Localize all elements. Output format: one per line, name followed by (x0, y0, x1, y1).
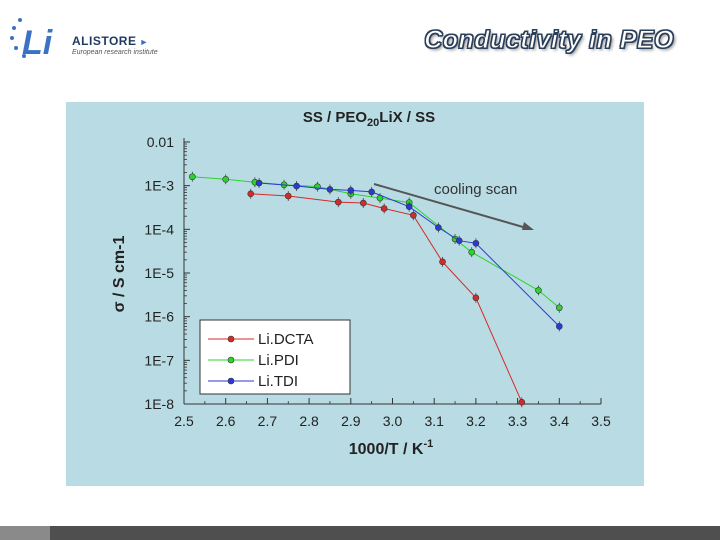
x-tick-label: 2.6 (216, 413, 236, 429)
data-point (535, 287, 542, 294)
data-point (293, 182, 300, 190)
alistore-logo: Li ALISTORE ► European research institut… (6, 4, 166, 68)
svg-text:Li: Li (22, 24, 54, 62)
data-point (368, 188, 375, 196)
legend-label: Li.DCTA (258, 331, 314, 348)
data-point (455, 237, 463, 244)
x-tick-label: 2.7 (258, 413, 278, 429)
legend: Li.DCTA Li.PDI Li.TDI (199, 319, 351, 395)
y-tick-label: 1E-6 (144, 309, 174, 325)
logo-brand: ALISTORE ► (72, 34, 149, 48)
data-point (247, 190, 255, 198)
data-point (284, 192, 292, 200)
data-point (435, 224, 442, 231)
series-line-1 (192, 176, 560, 309)
slide-title: Conductivity in PEO (424, 26, 674, 55)
logo-subtitle: European research institute (72, 49, 158, 56)
data-point (439, 258, 446, 266)
data-point (255, 179, 263, 187)
y-tick-label: 1E-7 (144, 352, 174, 368)
y-tick-label: 1E-5 (144, 265, 174, 281)
cooling-scan-arrow (373, 183, 531, 230)
legend-box (199, 319, 351, 395)
data-point (405, 203, 413, 210)
legend-swatch-marker (227, 335, 235, 343)
data-point (555, 323, 563, 330)
x-tick-label: 3.5 (591, 413, 611, 429)
x-tick-label: 3.4 (550, 413, 570, 429)
data-point (334, 198, 342, 206)
x-tick-label: 3.0 (383, 413, 403, 429)
conductivity-chart: SS / PEO20LiX / SS 0.01 1E-3 1E-4 1E-5 1E-6 1E… (111, 109, 611, 458)
y-tick-label: 1E-8 (144, 396, 174, 412)
annotation-cooling-scan: cooling scan (434, 181, 517, 198)
y-tick-label: 1E-3 (144, 178, 174, 194)
y-tick-label: 0.01 (147, 134, 174, 150)
y-tick-label: 1E-4 (144, 221, 174, 237)
series-line-2 (259, 182, 560, 327)
x-tick-label: 3.1 (424, 413, 444, 429)
x-tick-label: 3.3 (508, 413, 528, 429)
data-point (189, 173, 196, 181)
legend-label: Li.PDI (258, 352, 299, 369)
data-point (472, 294, 480, 302)
x-tick-label: 2.8 (299, 413, 319, 429)
x-axis-label: 1000/T / K-1 (349, 438, 433, 458)
plot-panel: SS / PEO20LiX / SS 0.01 1E-3 1E-4 1E-5 1E-6 1E… (66, 102, 644, 486)
legend-swatch-marker (227, 356, 235, 364)
x-tick-label: 2.9 (341, 413, 361, 429)
data-point (326, 186, 334, 193)
data-point (380, 205, 388, 212)
cooling-scan-arrowhead (522, 222, 534, 230)
data-point (555, 304, 563, 312)
legend-swatch-marker (227, 377, 235, 385)
data-point (410, 211, 417, 219)
data-point (468, 248, 476, 256)
data-point (347, 187, 355, 194)
y-axis-label: σ / S cm-1 (111, 236, 128, 313)
footer-accent (0, 526, 50, 540)
legend-label: Li.TDI (258, 373, 298, 390)
footer-bar (0, 526, 720, 540)
data-point (518, 398, 526, 406)
data-point (360, 199, 367, 207)
logo-text: ALISTORE ► European research institute (72, 34, 158, 56)
x-tick-label: 3.2 (466, 413, 486, 429)
x-tick-label: 2.5 (174, 413, 194, 429)
chart-title: SS / PEO20LiX / SS (303, 109, 435, 129)
data-point (222, 175, 229, 183)
data-point (472, 239, 480, 247)
li-logo-icon: Li (10, 18, 54, 62)
